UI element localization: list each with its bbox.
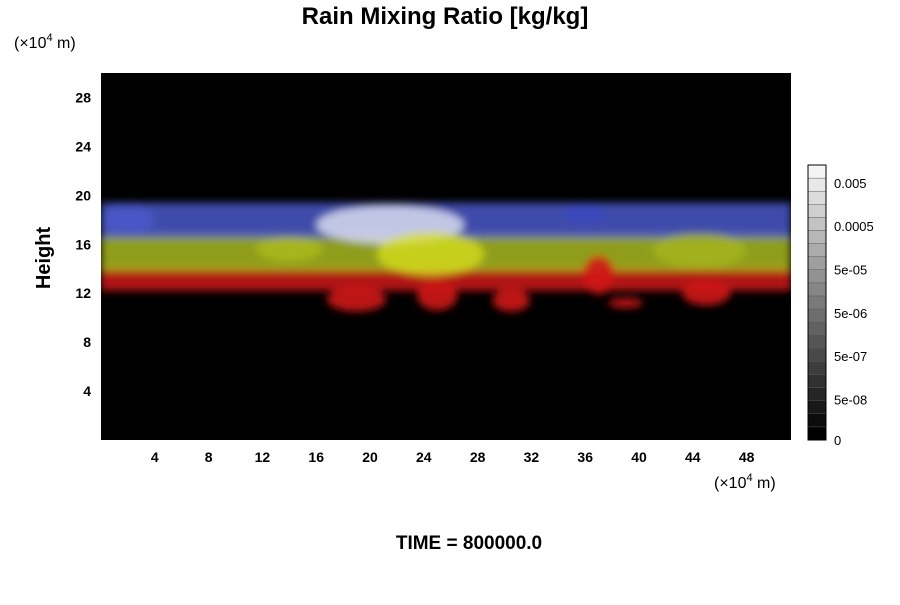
x-tick-label: 40 [631, 449, 647, 465]
colorbar-level [807, 295, 827, 310]
cloud-9 [565, 203, 606, 224]
cloud-7 [608, 298, 644, 308]
x-tick-label: 48 [739, 449, 755, 465]
rain-field [101, 202, 791, 312]
cloud-5 [582, 255, 615, 295]
colorbar-level [807, 321, 827, 336]
colorbar-level [807, 308, 827, 323]
colorbar-tick-label: 0.0005 [834, 219, 874, 234]
x-unit-suffix: m) [753, 475, 776, 492]
cloud-2 [326, 287, 387, 312]
y-tick-label: 12 [75, 285, 91, 301]
x-tick-label: 32 [524, 449, 540, 465]
y-tick-label: 16 [75, 236, 91, 252]
plot-area [101, 73, 791, 440]
colorbar-level [807, 348, 827, 362]
x-axis-ticks: 4 8 12 16 20 24 28 32 36 40 44 48 [151, 449, 755, 465]
y-axis-unit-label: (×104 m) [14, 32, 76, 52]
x-unit-prefix: (×10 [714, 475, 747, 492]
colorbar-level [807, 269, 827, 284]
colorbar-tick-label: 5e-08 [834, 392, 867, 407]
colorbar-level [807, 243, 827, 257]
y-axis-title: Height [33, 227, 55, 290]
colorbar-level [807, 190, 827, 205]
y-unit-exponent: 4 [46, 32, 52, 44]
y-axis-ticks: 4 8 12 16 20 24 28 [75, 89, 91, 399]
colorbar-level [807, 413, 827, 428]
cloud-10 [652, 233, 747, 268]
colorbar-frame [807, 164, 827, 441]
colorbar-tick-label: 5e-06 [834, 306, 867, 321]
colorbar-level [807, 177, 827, 192]
colorbar-level [807, 361, 827, 375]
colorbar-tick-label: 0.005 [834, 176, 867, 191]
colorbar-level [807, 217, 827, 231]
x-axis-unit-label: (×104 m) [714, 472, 776, 492]
colorbar-level [807, 164, 827, 179]
cloud-3 [417, 280, 458, 311]
cloud-11 [255, 236, 323, 262]
x-tick-label: 20 [362, 449, 378, 465]
colorbar-tick-label: 0 [834, 433, 841, 448]
x-unit-exponent: 4 [746, 472, 752, 484]
colorbar-level [807, 282, 827, 297]
colorbar-level [807, 400, 827, 415]
colorbar-level [807, 256, 827, 270]
y-unit-prefix: (×10 [14, 35, 47, 52]
cloud-8 [101, 205, 155, 235]
y-tick-label: 24 [75, 138, 91, 154]
x-tick-label: 8 [205, 449, 213, 465]
y-tick-label: 8 [83, 334, 91, 350]
colorbar-level [807, 426, 827, 441]
time-label: TIME = 800000.0 [396, 533, 542, 554]
colorbar-level [807, 230, 827, 244]
colorbar-level [807, 335, 827, 349]
colorbar-tick-label: 5e-07 [834, 349, 867, 364]
x-tick-label: 16 [308, 449, 324, 465]
colorbar-level [807, 204, 827, 218]
colorbar-level [807, 387, 827, 401]
x-tick-label: 44 [685, 449, 701, 465]
y-tick-label: 28 [75, 89, 91, 105]
y-tick-label: 4 [83, 383, 91, 399]
colorbar-tick-label: 5e-05 [834, 263, 867, 278]
x-tick-label: 36 [577, 449, 593, 465]
y-unit-suffix: m) [53, 35, 76, 52]
cloud-4 [492, 289, 531, 312]
cloud-6 [682, 280, 731, 306]
colorbar: 0.005 0.0005 5e-05 5e-06 5e-07 5e-08 0 [807, 164, 874, 448]
y-tick-label: 20 [75, 187, 91, 203]
colorbar-level [807, 374, 827, 388]
chart-title: Rain Mixing Ratio [kg/kg] [302, 3, 589, 30]
x-tick-label: 4 [151, 449, 159, 465]
x-tick-label: 28 [470, 449, 486, 465]
x-tick-label: 24 [416, 449, 432, 465]
x-tick-label: 12 [255, 449, 271, 465]
cloud-1 [376, 232, 485, 277]
